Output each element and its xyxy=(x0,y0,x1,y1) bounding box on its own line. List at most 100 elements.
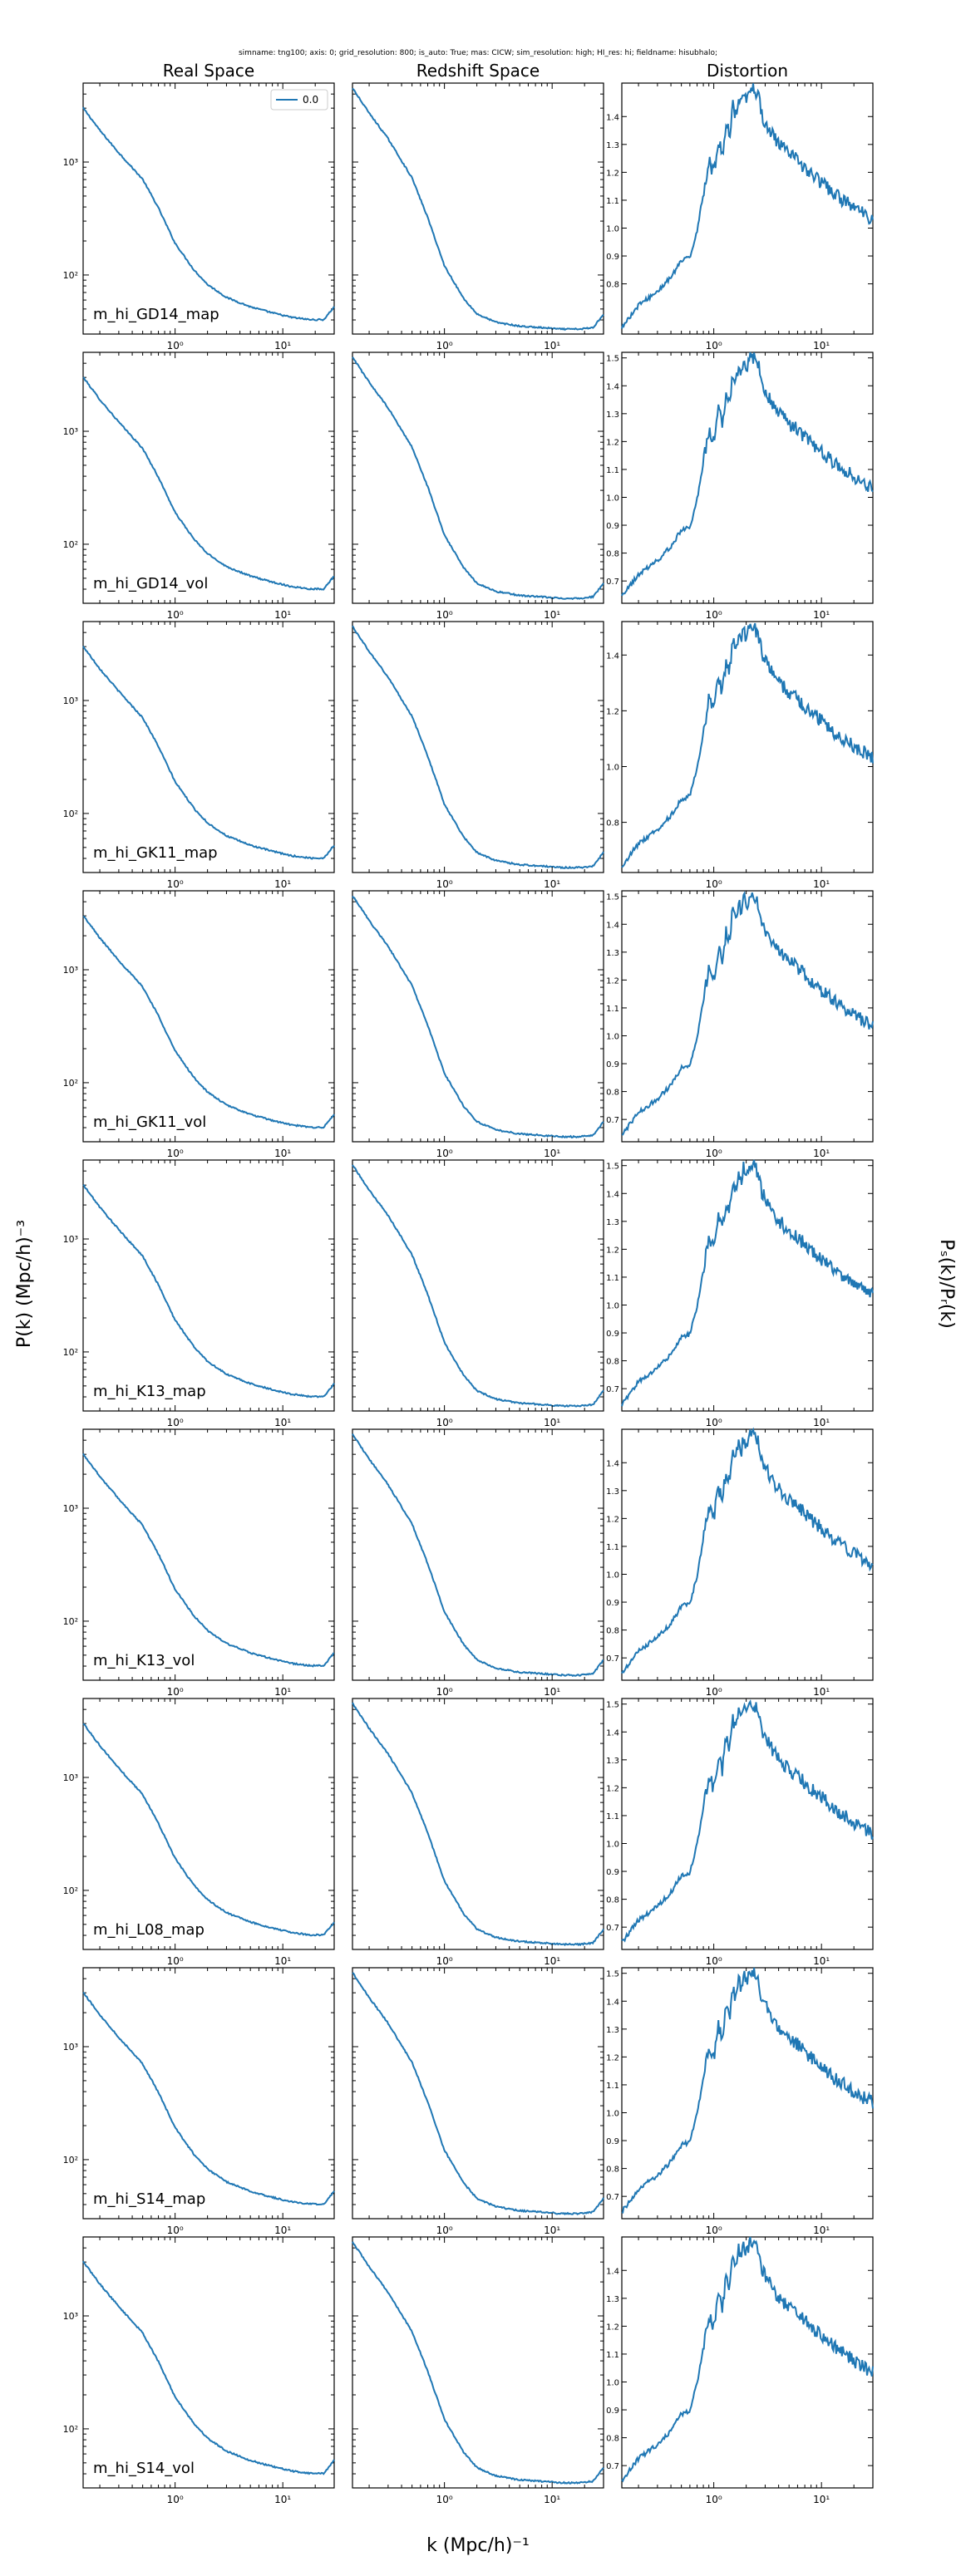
series-line-redshift-space xyxy=(352,1972,604,2216)
panel-redshift-space-row-7: 10⁰ 10¹ xyxy=(352,1698,604,1967)
x-tick-label: 10⁰ xyxy=(167,609,184,621)
x-tick-label: 10¹ xyxy=(274,340,291,351)
x-tick-label: 10¹ xyxy=(813,1955,830,1967)
panel-distortion-row-7: 0.7 0.8 0.9 1.0 1.1 1.2 1.3 1.4 1.5 10⁰ 10¹ xyxy=(606,1698,874,1967)
panel-frame xyxy=(352,1967,604,2220)
panel-frame xyxy=(352,351,604,604)
panel-frame xyxy=(621,621,874,873)
series-line-real-space xyxy=(82,376,335,591)
ratio-tick-label: 1.0 xyxy=(606,224,619,234)
ratio-tick-label: 1.5 xyxy=(606,355,619,364)
ratio-tick-label: 1.5 xyxy=(606,893,619,902)
ratio-tick-label: 1.0 xyxy=(606,1840,619,1849)
ratio-tick-label: 1.4 xyxy=(606,382,619,391)
panel-real-space-row-8: 10² 10³ m_hi_S14_map 10⁰ 10¹ xyxy=(63,1967,335,2236)
ratio-tick-label: 0.8 xyxy=(606,2166,619,2175)
ratio-tick-label: 1.3 xyxy=(606,949,619,958)
x-tick-label: 10¹ xyxy=(274,878,291,890)
ratio-tick-label: 1.3 xyxy=(606,1218,619,1227)
panel-distortion-row-1: 0.8 0.9 1.0 1.1 1.2 1.3 1.4 10⁰ 10¹ xyxy=(606,82,874,351)
series-line-real-space xyxy=(82,1991,335,2206)
panel-redshift-space-row-3: 10⁰ 10¹ xyxy=(352,621,604,890)
ratio-tick-label: 1.1 xyxy=(606,1812,619,1821)
panel-grid: 10² 10³ m_hi_GD14_map 10⁰ 10¹ 0.0 10⁰ 10¹ 0.8 0.9… xyxy=(63,82,874,2505)
panel-real-space-row-1: 10² 10³ m_hi_GD14_map 10⁰ 10¹ 0.0 xyxy=(63,82,335,351)
panel-frame xyxy=(82,2236,335,2489)
panel-frame xyxy=(352,1428,604,1681)
x-tick-label: 10⁰ xyxy=(706,1686,722,1698)
ratio-tick-label: 1.3 xyxy=(606,2295,619,2304)
series-line-real-space xyxy=(82,1453,334,1668)
x-tick-label: 10⁰ xyxy=(167,1417,184,1428)
ratio-tick-label: 1.3 xyxy=(606,141,619,150)
row-label: m_hi_K13_vol xyxy=(93,1652,195,1669)
y-tick-label: 10³ xyxy=(63,2042,78,2052)
x-tick-label: 10¹ xyxy=(813,340,830,351)
series-line-distortion xyxy=(621,1159,874,1407)
panel-distortion-row-2: 0.7 0.8 0.9 1.0 1.1 1.2 1.3 1.4 1.5 10⁰ 10¹ xyxy=(606,351,874,621)
x-tick-label: 10¹ xyxy=(813,878,830,890)
x-tick-label: 10¹ xyxy=(274,609,291,621)
panel-redshift-space-row-2: 10⁰ 10¹ xyxy=(352,351,604,621)
ratio-tick-label: 1.4 xyxy=(606,113,619,122)
y-tick-label: 10² xyxy=(63,1885,78,1896)
panel-frame xyxy=(82,1159,335,1412)
x-tick-label: 10⁰ xyxy=(167,878,184,890)
ratio-tick-label: 1.3 xyxy=(606,410,619,420)
y-tick-label: 10³ xyxy=(63,157,78,168)
panel-distortion-row-5: 0.7 0.8 0.9 1.0 1.1 1.2 1.3 1.4 1.5 10⁰ 10¹ xyxy=(606,1159,874,1428)
figure-suptitle: simname: tng100; axis: 0; grid_resolutio… xyxy=(239,49,717,57)
x-tick-label: 10¹ xyxy=(813,609,830,621)
x-tick-label: 10⁰ xyxy=(167,2494,184,2505)
y-axis-label-ratio: Pₛ(k)/Pᵣ(k) xyxy=(936,1239,956,1329)
series-line-distortion xyxy=(622,890,874,1136)
x-tick-label: 10¹ xyxy=(274,2494,291,2505)
panel-frame xyxy=(352,1698,604,1950)
panel-frame xyxy=(352,1159,604,1412)
series-line-redshift-space xyxy=(352,895,604,1139)
ratio-tick-label: 0.7 xyxy=(606,578,619,587)
x-axis-label: k (Mpc/h)⁻¹ xyxy=(426,2535,530,2556)
ratio-tick-label: 0.8 xyxy=(606,819,619,828)
x-tick-label: 10¹ xyxy=(274,1148,291,1159)
panel-redshift-space-row-9: 10⁰ 10¹ xyxy=(352,2236,604,2505)
panel-redshift-space-row-5: 10⁰ 10¹ xyxy=(352,1159,604,1428)
panel-real-space-row-9: 10² 10³ m_hi_S14_vol 10⁰ 10¹ xyxy=(63,2236,335,2505)
series-line-real-space xyxy=(82,1184,335,1399)
column-title-0: Real Space xyxy=(163,61,254,81)
ratio-tick-label: 1.3 xyxy=(606,1757,619,1766)
panel-real-space-row-6: 10² 10³ m_hi_K13_vol 10⁰ 10¹ xyxy=(63,1428,335,1698)
panel-frame xyxy=(82,890,335,1143)
series-line-distortion xyxy=(621,83,874,329)
series-line-redshift-space xyxy=(352,1164,604,1408)
x-tick-label: 10⁰ xyxy=(436,609,453,621)
legend-box xyxy=(270,89,328,111)
ratio-tick-label: 0.9 xyxy=(606,2406,619,2416)
ratio-tick-label: 0.7 xyxy=(606,1116,619,1125)
series-line-real-space xyxy=(82,1723,335,1937)
y-tick-label: 10³ xyxy=(63,1234,78,1245)
x-tick-label: 10¹ xyxy=(544,1955,560,1967)
panel-distortion-row-8: 0.7 0.8 0.9 1.0 1.1 1.2 1.3 1.4 1.5 10⁰ 10¹ xyxy=(606,1967,874,2236)
ratio-tick-label: 0.9 xyxy=(606,2137,619,2146)
series-line-distortion xyxy=(621,1698,874,1943)
ratio-tick-label: 0.8 xyxy=(606,1358,619,1367)
x-tick-label: 10¹ xyxy=(544,340,560,351)
ratio-tick-label: 1.2 xyxy=(606,976,619,986)
x-tick-label: 10¹ xyxy=(813,1686,830,1698)
x-tick-label: 10¹ xyxy=(274,1686,291,1698)
x-tick-label: 10⁰ xyxy=(706,1955,722,1967)
ratio-tick-label: 1.5 xyxy=(606,1970,619,1979)
x-tick-label: 10⁰ xyxy=(167,1148,184,1159)
panel-real-space-row-3: 10² 10³ m_hi_GK11_map 10⁰ 10¹ xyxy=(63,621,335,890)
x-tick-label: 10⁰ xyxy=(706,878,722,890)
ratio-tick-label: 0.8 xyxy=(606,1896,619,1905)
x-tick-label: 10¹ xyxy=(274,1417,291,1428)
y-tick-label: 10³ xyxy=(63,1503,78,1514)
ratio-tick-label: 1.1 xyxy=(606,2351,619,2360)
row-label: m_hi_L08_map xyxy=(93,1921,205,1939)
ratio-tick-label: 1.2 xyxy=(606,438,619,447)
ratio-tick-label: 1.3 xyxy=(606,2026,619,2035)
x-tick-label: 10⁰ xyxy=(706,609,722,621)
panel-frame xyxy=(82,621,335,873)
